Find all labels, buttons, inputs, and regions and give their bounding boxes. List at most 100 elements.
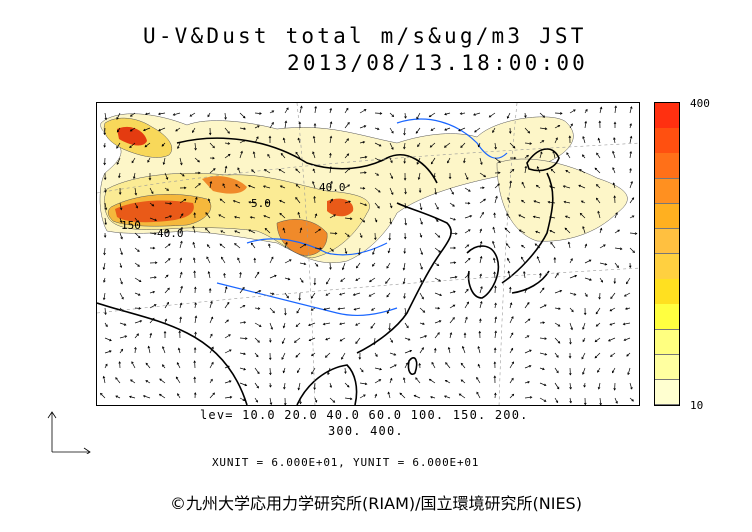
wind-vector-head — [421, 296, 424, 300]
wind-vector — [507, 258, 511, 264]
wind-vector — [115, 395, 121, 399]
wind-vector-head — [271, 110, 275, 113]
wind-vector — [494, 393, 496, 399]
wind-vector — [430, 396, 436, 399]
wind-vector-head — [444, 128, 447, 131]
wind-vector-head — [323, 307, 326, 311]
wind-vector — [344, 382, 350, 388]
wind-vector-head — [369, 279, 372, 283]
wind-vector-head — [339, 339, 343, 342]
wind-vector-head — [573, 109, 576, 112]
wind-vector — [209, 346, 214, 354]
wind-vector — [164, 287, 170, 294]
wind-vector-head — [466, 301, 469, 305]
wind-vector-head — [159, 378, 162, 381]
wind-vector-head — [405, 362, 409, 365]
wind-vector — [208, 198, 211, 204]
wind-vector-head — [312, 151, 315, 154]
wind-vector — [359, 109, 367, 114]
wind-vector — [629, 397, 634, 402]
wind-vector — [133, 172, 136, 179]
wind-vector-head — [404, 206, 407, 209]
wind-vector-head — [152, 290, 156, 294]
wind-vector — [549, 185, 556, 189]
wind-vector — [504, 227, 511, 234]
wind-vector-head — [597, 370, 600, 373]
wind-vector — [404, 187, 407, 194]
wind-vector — [554, 273, 559, 279]
wind-vector — [164, 258, 171, 264]
wind-vector — [313, 136, 316, 144]
wind-vector-head — [283, 386, 286, 390]
wind-vector — [569, 337, 571, 345]
wind-vector — [344, 184, 350, 189]
wind-vector — [492, 227, 496, 234]
wind-vector-head — [137, 249, 140, 252]
wind-vector — [549, 216, 556, 219]
contour-levels-line1: lev= 10.0 20.0 40.0 60.0 100. 150. 200. — [200, 408, 529, 422]
wind-vector — [194, 332, 197, 339]
wind-vector-head — [595, 324, 599, 327]
wind-vector — [474, 127, 481, 133]
wind-vector — [359, 394, 366, 399]
wind-vector-head — [303, 243, 307, 247]
wind-vector-head — [257, 340, 260, 343]
wind-vector-head — [205, 227, 208, 231]
wind-vector-head — [177, 347, 181, 351]
wind-vector-head — [374, 219, 378, 223]
wind-vector-head — [243, 321, 247, 324]
wind-vector — [518, 214, 526, 219]
wind-vector-head — [235, 184, 238, 187]
wind-vector-head — [295, 151, 298, 155]
wind-vector-head — [556, 272, 559, 276]
wind-vector-head — [109, 350, 112, 353]
colorbar-segment — [655, 128, 679, 154]
wind-vector-head — [284, 313, 287, 316]
wind-vector-head — [314, 400, 318, 403]
wind-vector — [103, 262, 106, 270]
wind-vector-head — [371, 264, 375, 267]
wind-vector — [209, 379, 213, 384]
wind-vector — [269, 382, 271, 388]
wind-vector-head — [103, 162, 106, 166]
wind-vector-head — [437, 306, 441, 310]
wind-vector-head — [428, 378, 432, 382]
wind-vector-head — [313, 387, 316, 391]
wind-vector-head — [524, 165, 528, 169]
wind-vector-head — [543, 383, 547, 387]
wind-vector — [224, 112, 227, 120]
wind-vector — [554, 137, 558, 144]
wind-vector-head — [295, 324, 299, 327]
wind-vector — [445, 379, 451, 384]
wind-vector-head — [407, 338, 411, 341]
wind-vector-head — [212, 145, 215, 149]
wind-vector — [149, 217, 157, 221]
wind-vector — [283, 322, 286, 328]
colorbar-max-label: 400 — [690, 97, 710, 110]
wind-vector — [284, 307, 286, 315]
wind-vector — [564, 227, 571, 234]
wind-vector-head — [403, 236, 407, 240]
coastline-layer — [97, 137, 560, 405]
wind-vector — [539, 112, 545, 118]
wind-vector — [554, 290, 562, 294]
wind-vector — [254, 337, 260, 343]
wind-vector-head — [339, 322, 342, 326]
wind-vector-head — [436, 207, 439, 210]
wind-vector — [460, 363, 466, 369]
indochina-coast — [296, 364, 358, 405]
wind-vector-head — [329, 135, 333, 139]
wind-vector — [176, 362, 181, 369]
wind-vector-head — [221, 256, 224, 260]
wind-vector-head — [556, 370, 559, 374]
wind-vector — [131, 361, 136, 369]
wind-vector-head — [443, 145, 447, 148]
wind-vector — [569, 275, 577, 279]
wind-vector-head — [293, 340, 297, 343]
wind-vector — [119, 277, 123, 285]
wind-vector — [149, 291, 155, 294]
wind-vector-head — [612, 182, 616, 185]
wind-vector-head — [120, 348, 124, 352]
wind-vector-head — [311, 371, 314, 375]
wind-vector — [403, 277, 406, 284]
